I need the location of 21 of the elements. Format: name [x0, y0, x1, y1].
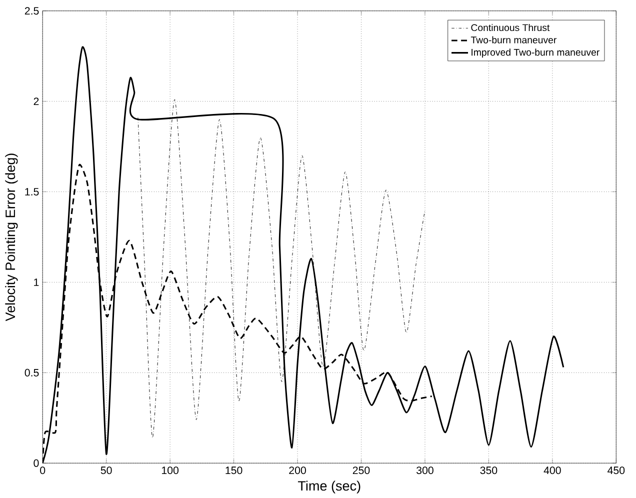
x-tick-label: 200	[289, 466, 306, 474]
y-tick-label: 2.5	[24, 6, 39, 14]
y-tick-label: 0	[34, 459, 39, 467]
x-tick-label: 400	[544, 466, 561, 474]
y-tick-label: 1	[34, 278, 39, 286]
x-tick-label: 0	[40, 466, 46, 474]
y-tick-label: 1.5	[25, 188, 39, 196]
x-tick-label: 100	[162, 466, 179, 474]
x-tick-label: 150	[226, 466, 242, 474]
x-tick-label: 50	[100, 466, 112, 474]
x-tick-label: 300	[416, 466, 434, 474]
y-axis-title: Velocity Pointing Error (deg)	[5, 153, 18, 321]
legend-label: Two-burn maneuver	[470, 36, 556, 44]
legend-label: Continuous Thrust	[471, 24, 550, 31]
y-tick-label: 0.5	[24, 368, 39, 376]
y-tick-label: 2	[34, 97, 39, 105]
x-tick-label: 350	[480, 466, 498, 474]
x-axis-title: Time (sec)	[298, 480, 360, 494]
x-tick-label: 250	[352, 466, 370, 474]
legend-label: Improved Two-burn maneuver	[472, 48, 600, 58]
x-tick-label: 450	[608, 466, 625, 474]
